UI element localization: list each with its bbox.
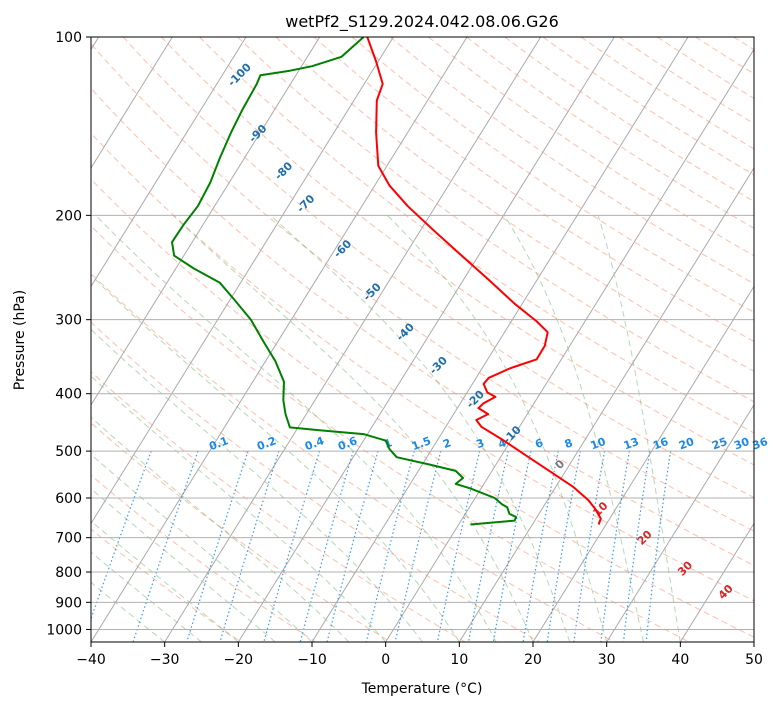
- mixing-ratio-line: [492, 450, 532, 642]
- dewpoint-line: [171, 37, 518, 526]
- dry-adiabat: [351, 37, 754, 313]
- mixing-ratio-line: [546, 450, 581, 642]
- moist-adiabat: [172, 214, 534, 642]
- y-tick-label: 200: [55, 208, 82, 224]
- y-tick-label: 800: [55, 565, 82, 581]
- isotherm-line: [679, 522, 754, 642]
- isotherm-line: [237, 37, 615, 642]
- mixing-ratio-label: 2: [441, 436, 453, 451]
- y-tick-label: 1000: [46, 622, 82, 638]
- isotherm-line: [532, 285, 754, 642]
- mixing-ratio-label: 0.1: [207, 434, 230, 453]
- mixing-ratio-line: [467, 450, 509, 642]
- dry-adiabat: [91, 371, 466, 642]
- dry-adiabat: [91, 87, 754, 567]
- y-axis-label: Pressure (hPa): [12, 290, 28, 390]
- mixing-ratio-label: 0.2: [255, 434, 278, 453]
- series-group: [171, 37, 602, 526]
- x-tick-label: −20: [224, 652, 254, 668]
- mixing-ratio-label: 30: [732, 435, 751, 453]
- y-tick-label: 900: [55, 595, 82, 611]
- dry-adiabat: [91, 474, 316, 642]
- mixing-ratio-label: 16: [651, 435, 670, 453]
- mixing-ratio-label: 6: [533, 436, 545, 451]
- isotherm-line: [606, 404, 754, 642]
- dry-adiabat: [91, 321, 541, 642]
- y-tick-label: 600: [55, 491, 82, 507]
- x-tick-label: −10: [297, 652, 327, 668]
- chart-title: wetPf2_S129.2024.042.08.06.G26: [285, 12, 559, 32]
- isotherm-line: [91, 37, 321, 406]
- isotherm-line: [91, 37, 394, 525]
- mixing-ratio-line: [622, 451, 651, 642]
- x-tick-label: 50: [745, 652, 763, 668]
- mixing-ratio-label: 10: [589, 435, 608, 453]
- mixing-ratio-line: [645, 451, 672, 642]
- mixing-ratio-line: [600, 451, 630, 642]
- mixing-ratio-line: [219, 450, 280, 642]
- y-tick-label: 300: [55, 313, 82, 329]
- mixing-ratio-line: [263, 450, 321, 642]
- x-tick-label: 0: [381, 652, 390, 668]
- dry-adiabat: [122, 37, 754, 499]
- mixing-ratio-line: [436, 450, 481, 642]
- moist-adiabat: [91, 274, 460, 642]
- mixing-ratio-line: [365, 450, 415, 642]
- dry-adiabat: [389, 37, 754, 285]
- plot-frame: [90, 36, 755, 643]
- y-tick-label: 700: [55, 531, 82, 547]
- isotherm-line: [91, 37, 247, 288]
- dry-adiabat: [91, 132, 754, 602]
- mixing-ratio-label: 3: [474, 436, 486, 451]
- dry-adiabat: [91, 422, 391, 642]
- moist-adiabat: [91, 416, 350, 642]
- x-tick-label: 10: [450, 652, 468, 668]
- mixing-ratio-label: 0.4: [303, 434, 326, 453]
- mixing-ratio-labels: 0.1 0.2 0.4 0.6 1 1.5 2 3 4 6 8 10 13 16 20 25 30 36: [207, 434, 770, 453]
- y-axis: 100 200 300 400 500 600 700 800 900 1000: [46, 30, 91, 638]
- moist-adiabat: [91, 328, 423, 642]
- dry-adiabat: [313, 37, 754, 343]
- temperature-line: [366, 37, 602, 525]
- moist-adiabat: [597, 215, 681, 642]
- dry-adiabat: [275, 37, 754, 372]
- x-tick-label: 20: [524, 652, 542, 668]
- x-tick-label: −40: [76, 652, 106, 668]
- y-tick-label: 100: [55, 30, 82, 46]
- mixing-ratio-line: [394, 450, 442, 642]
- dry-adiabat: [91, 43, 754, 532]
- dry-adiabat: [91, 272, 615, 642]
- mixing-ratio-line: [299, 450, 354, 642]
- x-tick-label: 30: [598, 652, 616, 668]
- isotherm-line: [385, 48, 754, 642]
- isotherm-line: [164, 37, 542, 642]
- mixing-ratio-label: 13: [622, 435, 641, 452]
- mixing-ratio-line: [326, 450, 379, 642]
- y-tick-label: 400: [55, 387, 82, 403]
- mixing-ratio-label: 4: [497, 436, 509, 451]
- y-tick-label: 500: [55, 444, 82, 460]
- mixing-ratio-label: 25: [710, 435, 729, 452]
- x-axis: −40 −30 −20 −10 0 10 20 30 40 50: [76, 642, 763, 668]
- mixing-ratio-label: 36: [751, 435, 770, 453]
- moist-adiabat: [270, 214, 571, 642]
- mixing-ratio-label: 1.5: [410, 434, 433, 453]
- isotherm-line: [91, 37, 173, 169]
- isotherm-line: [91, 37, 468, 642]
- mixing-ratio-line: [522, 450, 559, 642]
- x-tick-label: −30: [150, 652, 180, 668]
- moist-adiabat: [91, 375, 387, 642]
- isotherm-line: [311, 37, 689, 642]
- mixing-ratio-label: 20: [677, 435, 696, 453]
- x-axis-label: Temperature (°C): [361, 681, 483, 697]
- mixing-ratio-line: [132, 450, 199, 642]
- mixing-ratio-label: 0.6: [336, 434, 359, 453]
- isotherm-line: [458, 166, 754, 642]
- mixing-ratio-label: 8: [563, 436, 575, 451]
- background-lines: [91, 37, 754, 642]
- x-tick-label: 40: [671, 652, 689, 668]
